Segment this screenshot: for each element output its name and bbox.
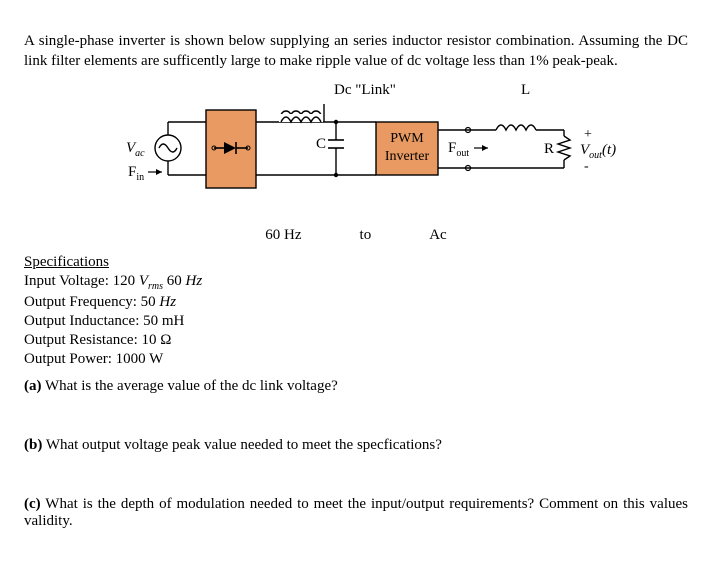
qa-text: What is the average value of the dc link… — [42, 378, 338, 394]
qc-text: What is the depth of modulation needed t… — [24, 496, 688, 529]
qc-lead: (c) — [24, 496, 41, 512]
spec-output-power: Output Power: 1000 W — [24, 351, 688, 368]
label-60hz: 60 Hz — [265, 227, 301, 244]
fin-label: Fin — [128, 164, 144, 183]
qb-lead: (b) — [24, 437, 42, 453]
cap-label: C — [316, 136, 326, 152]
intro-text: A single-phase inverter is shown below s… — [24, 31, 688, 72]
label-ac: Ac — [429, 227, 447, 244]
label-to: to — [360, 227, 372, 244]
r-label: R — [544, 141, 554, 157]
specifications-block: Specifications Input Voltage: 120 Vrms 6… — [24, 254, 688, 368]
spec-input-voltage: Input Voltage: 120 Vrms 60 Hz — [24, 273, 688, 292]
plus-label: + — [584, 127, 592, 142]
inverter-line2: Inverter — [385, 149, 430, 164]
spec-output-resistance: Output Resistance: 10 Ω — [24, 332, 688, 349]
dc-link-label: Dc "Link" — [334, 82, 396, 98]
qa-lead: (a) — [24, 378, 42, 394]
minus-label: - — [584, 159, 589, 174]
l-label: L — [521, 82, 530, 98]
question-b: (b) What output voltage peak value neede… — [24, 437, 688, 454]
question-c: (c) What is the depth of modulation need… — [24, 496, 688, 530]
circuit-bottom-labels: 60 Hz to Ac — [24, 227, 688, 244]
spec-output-freq: Output Frequency: 50 Hz — [24, 294, 688, 311]
spec-output-inductance: Output Inductance: 50 mH — [24, 313, 688, 330]
question-a: (a) What is the average value of the dc … — [24, 378, 688, 395]
fout-label: Fout — [448, 140, 469, 159]
vac-label: Vac — [126, 140, 145, 159]
qb-text: What output voltage peak value needed to… — [42, 437, 442, 453]
inverter-line1: PWM — [390, 131, 424, 146]
specs-title: Specifications — [24, 254, 109, 270]
circuit-diagram: Dc "Link" L Vac Fin C PWM Inverter Fo — [24, 80, 688, 244]
